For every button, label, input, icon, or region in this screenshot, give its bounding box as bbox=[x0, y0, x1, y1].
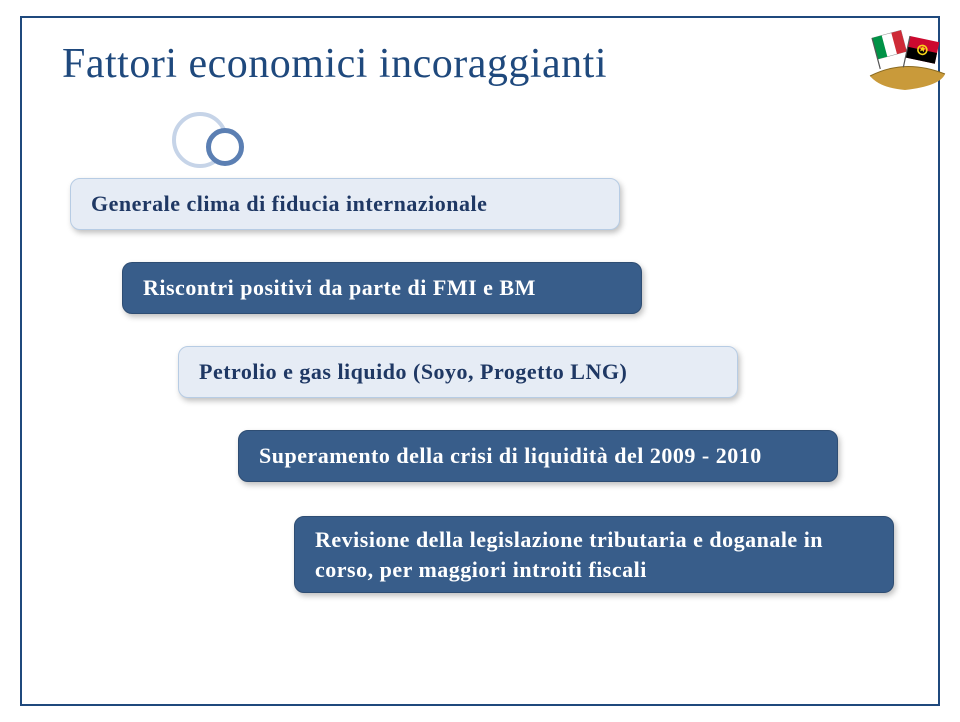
slide-title: Fattori economici incoraggianti bbox=[62, 40, 607, 88]
circle-inner-icon bbox=[206, 128, 244, 166]
factor-box-2: Riscontri positivi da parte di FMI e BM bbox=[122, 262, 642, 314]
flags-ribbon-icon bbox=[850, 28, 960, 108]
factor-box-3: Petrolio e gas liquido (Soyo, Progetto L… bbox=[178, 346, 738, 398]
factor-box-1: Generale clima di fiducia internazionale bbox=[70, 178, 620, 230]
factor-box-4: Superamento della crisi di liquidità del… bbox=[238, 430, 838, 482]
slide-frame: Fattori economici incoraggianti Generale… bbox=[20, 16, 940, 706]
decorative-circles bbox=[172, 108, 232, 168]
factor-box-5: Revisione della legislazione tributaria … bbox=[294, 516, 894, 593]
